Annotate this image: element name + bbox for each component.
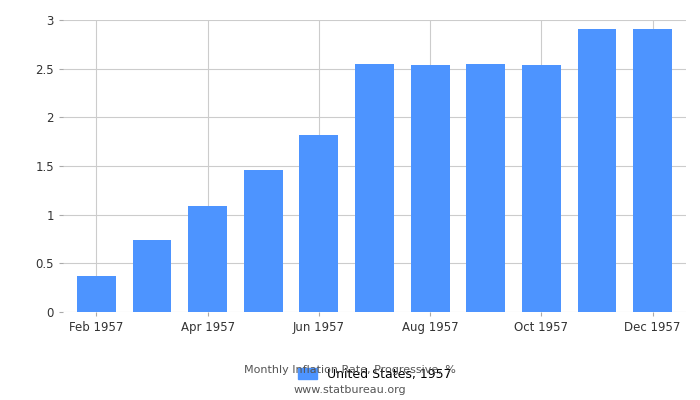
Bar xyxy=(411,65,449,312)
Bar xyxy=(244,170,283,312)
Bar xyxy=(634,29,672,312)
Bar xyxy=(522,65,561,312)
Legend: United States, 1957: United States, 1957 xyxy=(298,368,452,381)
Text: Monthly Inflation Rate, Progressive, %: Monthly Inflation Rate, Progressive, % xyxy=(244,365,456,375)
Text: www.statbureau.org: www.statbureau.org xyxy=(294,385,406,395)
Bar xyxy=(132,240,172,312)
Bar xyxy=(578,29,617,312)
Bar xyxy=(355,64,394,312)
Bar xyxy=(466,64,505,312)
Bar xyxy=(300,135,338,312)
Bar xyxy=(77,276,116,312)
Bar xyxy=(188,206,227,312)
